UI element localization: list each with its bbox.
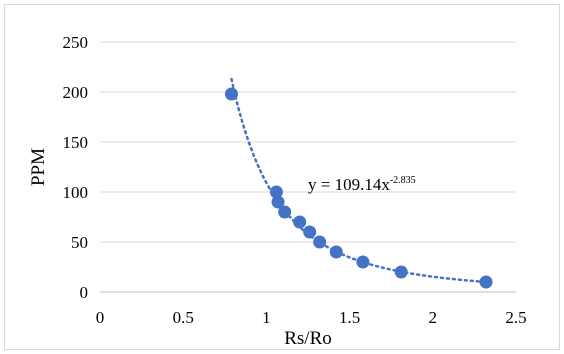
data-point [278, 205, 292, 219]
y-axis-title: PPM [28, 148, 49, 186]
x-tick-label: 0 [96, 308, 105, 327]
y-tick-label: 0 [80, 283, 89, 302]
data-point [293, 215, 307, 229]
data-point [479, 275, 493, 289]
data-point [329, 245, 343, 259]
data-points [224, 87, 493, 289]
x-tick-label: 2 [429, 308, 438, 327]
x-tick-label: 1.5 [339, 308, 360, 327]
x-axis-title: Rs/Ro [284, 328, 332, 349]
y-tick-label: 150 [63, 133, 89, 152]
tick-labels: 0 50 100 150 200 250 0 0.5 1 1.5 2 2.5 [63, 33, 527, 327]
scatter-chart: 0 50 100 150 200 250 0 0.5 1 1.5 2 2.5 PPM Rs/Ro y … [28, 33, 527, 349]
gridlines [100, 41, 516, 243]
data-point [313, 235, 327, 249]
trendline-equation: y = 109.14x-2.835 [308, 175, 416, 194]
x-tick-label: 1 [262, 308, 271, 327]
y-tick-label: 50 [71, 233, 88, 252]
data-point [271, 195, 285, 209]
chart-frame: 0 50 100 150 200 250 0 0.5 1 1.5 2 2.5 PPM Rs/Ro y … [4, 4, 560, 350]
x-tick-label: 2.5 [505, 308, 526, 327]
data-point [356, 255, 370, 269]
y-tick-label: 200 [63, 83, 89, 102]
y-tick-label: 100 [63, 183, 89, 202]
x-tick-label: 0.5 [173, 308, 194, 327]
trendline-equation-exponent: -2.835 [390, 175, 416, 186]
data-point [303, 225, 317, 239]
data-point [394, 265, 408, 279]
data-point [269, 185, 283, 199]
data-point [224, 87, 238, 101]
trendline-equation-main: y = 109.14x [308, 175, 390, 194]
y-tick-label: 250 [63, 33, 89, 52]
